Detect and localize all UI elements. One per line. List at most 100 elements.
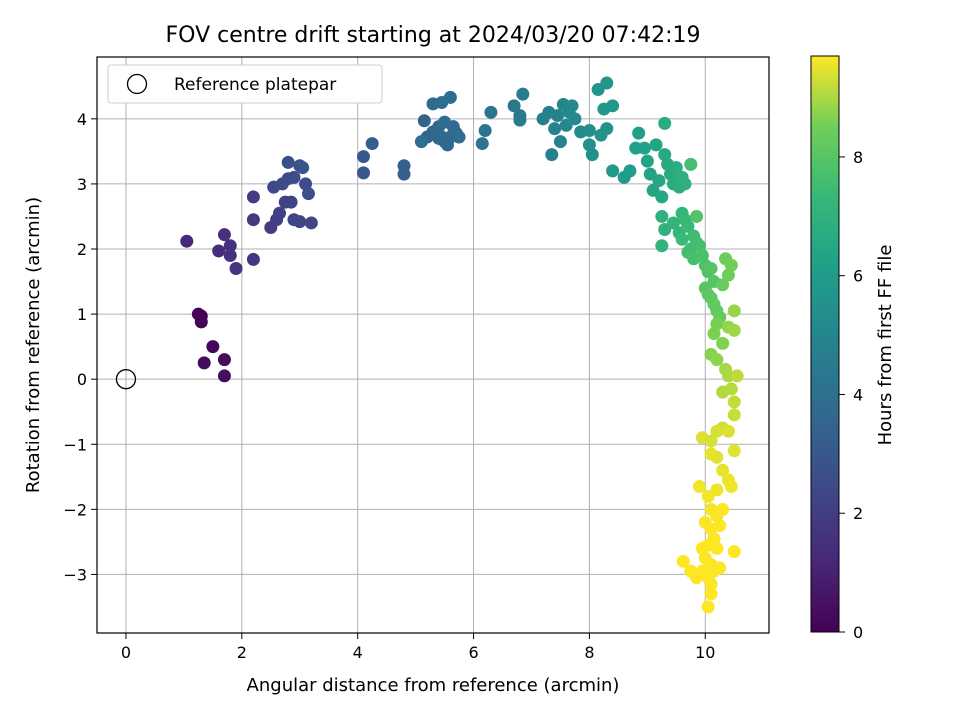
legend: Reference platepar bbox=[107, 64, 383, 104]
y-tick-label: 4 bbox=[77, 110, 87, 129]
data-point bbox=[707, 327, 721, 341]
y-tick-label: 1 bbox=[77, 305, 87, 324]
x-tick-label: 8 bbox=[584, 643, 594, 662]
data-point bbox=[727, 304, 741, 318]
data-point bbox=[716, 278, 730, 292]
data-point bbox=[597, 102, 611, 116]
data-point bbox=[704, 577, 718, 591]
data-point bbox=[293, 215, 307, 229]
data-point bbox=[716, 336, 730, 350]
y-tick-label: 0 bbox=[77, 370, 87, 389]
colorbar-label: Hours from first FF file bbox=[875, 245, 896, 446]
data-point bbox=[475, 137, 489, 151]
data-point bbox=[217, 369, 231, 383]
data-point bbox=[701, 489, 715, 503]
legend-label: Reference platepar bbox=[174, 75, 336, 95]
data-point bbox=[296, 161, 310, 175]
data-point bbox=[727, 395, 741, 409]
data-point bbox=[507, 99, 521, 113]
data-point bbox=[438, 115, 452, 129]
colorbar bbox=[810, 55, 840, 633]
x-tick-label: 10 bbox=[695, 643, 715, 662]
data-point bbox=[724, 382, 738, 396]
data-point bbox=[658, 116, 672, 130]
data-point bbox=[246, 213, 260, 227]
data-point bbox=[690, 209, 704, 223]
plot-frame bbox=[96, 56, 770, 634]
data-point bbox=[730, 369, 744, 383]
data-point bbox=[678, 177, 692, 191]
data-point bbox=[516, 87, 530, 101]
data-point bbox=[600, 122, 614, 136]
data-point bbox=[710, 541, 724, 555]
data-point bbox=[692, 480, 706, 494]
data-point bbox=[704, 262, 718, 276]
data-point bbox=[640, 154, 654, 168]
reference-platepar-marker bbox=[115, 369, 137, 390]
data-point bbox=[223, 249, 237, 263]
data-point bbox=[695, 541, 709, 555]
data-point bbox=[637, 141, 651, 155]
chart-title: FOV centre drift starting at 2024/03/20 … bbox=[166, 23, 701, 48]
grid-lines bbox=[97, 57, 769, 633]
data-point bbox=[548, 122, 562, 136]
data-point bbox=[565, 99, 579, 113]
data-point bbox=[551, 109, 565, 123]
data-point bbox=[217, 353, 231, 367]
data-point bbox=[304, 216, 318, 230]
data-point bbox=[713, 519, 727, 533]
data-point bbox=[606, 164, 620, 178]
colorbar-tick-label: 4 bbox=[853, 385, 863, 404]
data-point bbox=[484, 105, 498, 119]
data-point bbox=[713, 561, 727, 575]
data-point bbox=[414, 135, 428, 149]
data-point bbox=[721, 424, 735, 438]
data-point bbox=[443, 90, 457, 104]
data-point bbox=[452, 130, 466, 144]
data-point bbox=[582, 124, 596, 138]
data-point bbox=[716, 502, 730, 516]
y-axis-label: Rotation from reference (arcmin) bbox=[23, 197, 44, 493]
data-point bbox=[217, 228, 231, 242]
data-point bbox=[284, 195, 298, 209]
data-point bbox=[649, 138, 663, 152]
data-point bbox=[272, 206, 286, 220]
colorbar-tick-label: 0 bbox=[853, 623, 863, 642]
data-point bbox=[692, 239, 706, 253]
data-point bbox=[684, 564, 698, 578]
data-point bbox=[356, 166, 370, 180]
data-point bbox=[727, 323, 741, 337]
x-tick-label: 2 bbox=[237, 643, 247, 662]
colorbar-tick-label: 2 bbox=[853, 504, 863, 523]
data-point bbox=[553, 135, 567, 149]
data-point bbox=[545, 148, 559, 162]
data-point bbox=[727, 444, 741, 458]
data-point bbox=[180, 234, 194, 248]
data-point bbox=[478, 124, 492, 138]
data-point bbox=[716, 463, 730, 477]
data-point bbox=[701, 600, 715, 614]
data-point bbox=[681, 219, 695, 233]
data-point bbox=[299, 177, 313, 191]
data-point bbox=[417, 114, 431, 128]
x-tick-label: 6 bbox=[468, 643, 478, 662]
data-point bbox=[710, 317, 724, 331]
data-point bbox=[365, 137, 379, 151]
y-tick-label: 2 bbox=[77, 240, 87, 259]
data-point bbox=[568, 112, 582, 126]
data-point bbox=[356, 150, 370, 164]
y-tick-label: 3 bbox=[77, 175, 87, 194]
legend-reference-marker bbox=[126, 73, 148, 95]
colorbar-ticks: 0 2 4 6 8 bbox=[839, 148, 863, 642]
data-point bbox=[704, 447, 718, 461]
data-point bbox=[724, 480, 738, 494]
data-point bbox=[652, 174, 666, 188]
data-point bbox=[246, 190, 260, 204]
data-point bbox=[666, 216, 680, 230]
y-axis: −3 −2 −1 0 1 2 3 4 bbox=[63, 110, 97, 584]
data-point bbox=[684, 157, 698, 171]
data-point bbox=[724, 258, 738, 272]
data-point bbox=[727, 408, 741, 422]
data-point bbox=[655, 239, 669, 253]
